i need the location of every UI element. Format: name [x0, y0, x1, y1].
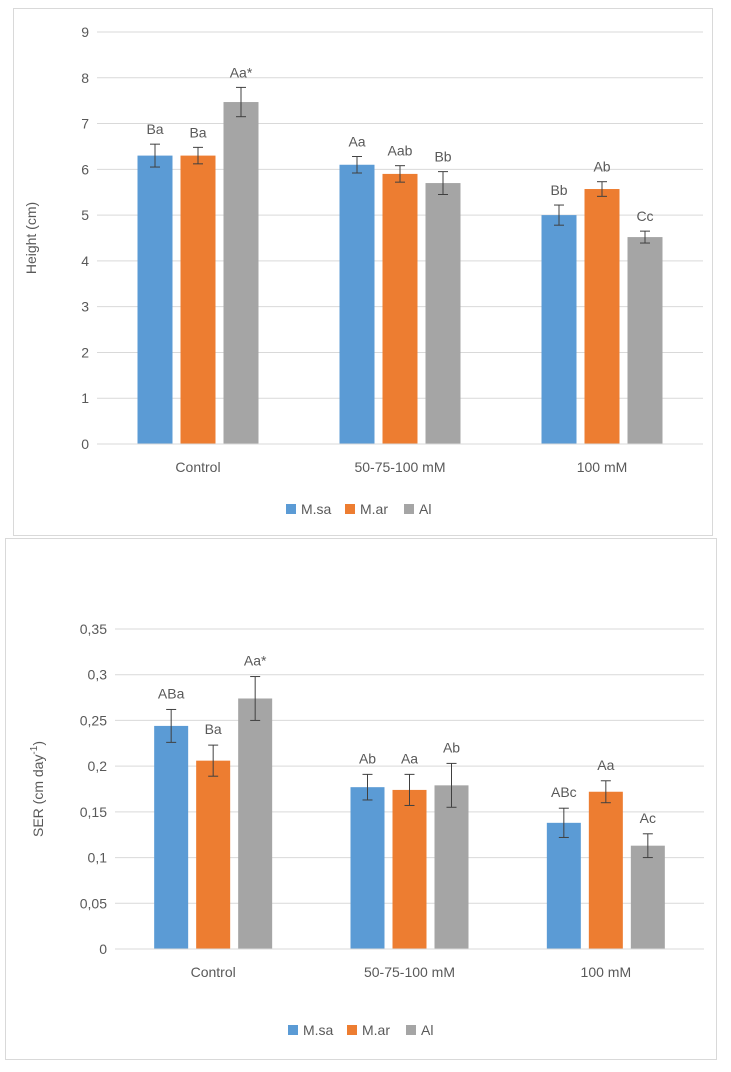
chart-1-bar [392, 789, 427, 949]
chart-1-legend-label: Al [421, 1022, 433, 1038]
chart-1-data-label: Ab [443, 739, 460, 755]
chart-1-bar [434, 785, 469, 949]
chart-1-data-label: Ac [640, 810, 656, 826]
chart-1-y-axis-title-end: ) [30, 741, 46, 746]
chart-1-ytick-label: 0 [99, 941, 107, 957]
chart-0-data-label: Ba [146, 121, 163, 137]
chart-0-bar [382, 173, 418, 444]
chart-1-ytick-label: 0,05 [80, 895, 107, 911]
chart-0-bar [180, 155, 216, 444]
chart-0-bar [339, 164, 375, 444]
chart-0-ytick-label: 6 [81, 161, 89, 177]
chart-0-ytick-label: 5 [81, 207, 89, 223]
chart-0-ytick-label: 0 [81, 436, 89, 452]
chart-1-legend-label: M.ar [362, 1022, 390, 1038]
chart-1-legend-swatch [288, 1025, 298, 1035]
chart-0-ytick-label: 8 [81, 70, 89, 86]
chart-1-data-label: Aa [597, 757, 614, 773]
chart-1-legend-swatch [347, 1025, 357, 1035]
chart-1-data-label: Aa* [244, 653, 267, 669]
chart-1-data-label: Ab [359, 750, 376, 766]
ser-chart: 0 0,05 0,1 0,15 0,2 0,25 0,3 0,35 ABa Ab ABc Ba Aa Aa… [29, 621, 704, 1038]
chart-1-legend-label: M.sa [303, 1022, 334, 1038]
chart-1-y-axis-title-text: SER (cm day [30, 755, 46, 837]
chart-0-ytick-label: 1 [81, 390, 89, 406]
chart-1-bar [588, 791, 623, 949]
chart-0-legend-label: Al [419, 501, 431, 517]
chart-1-ytick-label: 0,3 [88, 667, 108, 683]
chart-0-bar [137, 155, 173, 444]
chart-1-category-label: 100 mM [581, 964, 632, 980]
chart-0-y-axis-title: Height (cm) [23, 202, 39, 274]
chart-0-bar [584, 189, 620, 444]
chart-0-legend-swatch [345, 504, 355, 514]
chart-0-bar [541, 215, 577, 444]
chart-0-data-label: Cc [636, 208, 653, 224]
chart-0-legend-label: M.sa [301, 501, 332, 517]
height-chart-panel: 0 1 2 3 4 5 6 7 8 9 Ba Aa Bb Ba Aab Ab Aa* Bb Cc Control 50-… [13, 8, 713, 536]
chart-1-category-label: Control [191, 964, 236, 980]
chart-1-y-axis-title-superscript: -1 [29, 745, 40, 754]
chart-0-category-label: 100 mM [577, 459, 628, 475]
chart-0-legend-swatch [286, 504, 296, 514]
chart-1-bar [196, 760, 231, 949]
chart-1-bar [630, 845, 665, 949]
chart-0-data-label: Aab [388, 143, 413, 159]
chart-1-bar [546, 822, 581, 949]
chart-0-bar [627, 237, 663, 444]
chart-0-legend-swatch [404, 504, 414, 514]
chart-1-bar [350, 787, 385, 949]
ser-chart-panel: 0 0,05 0,1 0,15 0,2 0,25 0,3 0,35 ABa Ab ABc Ba Aa Aa… [5, 538, 717, 1060]
chart-1-y-axis-title: SER (cm day-1) [29, 741, 46, 837]
chart-0-data-label: Bb [434, 149, 451, 165]
chart-0-ytick-label: 9 [81, 24, 89, 40]
chart-0-data-label: Aa* [230, 64, 253, 80]
chart-0-ytick-label: 4 [81, 253, 89, 269]
chart-0-data-label: Bb [550, 182, 567, 198]
chart-1-ytick-label: 0,35 [80, 621, 107, 637]
chart-1-data-label: Aa [401, 750, 418, 766]
chart-0-ytick-label: 7 [81, 116, 89, 132]
chart-0-data-label: Aa [348, 134, 365, 150]
chart-1-data-label: ABc [551, 784, 577, 800]
height-chart: 0 1 2 3 4 5 6 7 8 9 Ba Aa Bb Ba Aab Ab Aa* Bb Cc Control 50-… [23, 24, 703, 517]
chart-1-data-label: ABa [158, 685, 185, 701]
chart-0-bar [223, 102, 259, 444]
chart-0-category-label: 50-75-100 mM [354, 459, 445, 475]
chart-0-data-label: Ba [189, 124, 206, 140]
chart-1-legend-swatch [406, 1025, 416, 1035]
chart-0-ytick-label: 3 [81, 299, 89, 315]
chart-0-legend-label: M.ar [360, 501, 388, 517]
chart-0-bar [425, 183, 461, 445]
chart-1-data-label: Ba [205, 721, 222, 737]
chart-1-category-label: 50-75-100 mM [364, 964, 455, 980]
chart-1-bar [154, 725, 189, 949]
chart-0-ytick-label: 2 [81, 344, 89, 360]
chart-0-y-axis-title-text: Height (cm) [23, 202, 39, 274]
chart-1-ytick-label: 0,2 [88, 758, 108, 774]
chart-0-category-label: Control [175, 459, 220, 475]
chart-1-ytick-label: 0,25 [80, 712, 107, 728]
chart-0-data-label: Ab [593, 159, 610, 175]
chart-1-bar [238, 698, 273, 949]
chart-1-ytick-label: 0,15 [80, 804, 107, 820]
chart-1-ytick-label: 0,1 [88, 850, 108, 866]
